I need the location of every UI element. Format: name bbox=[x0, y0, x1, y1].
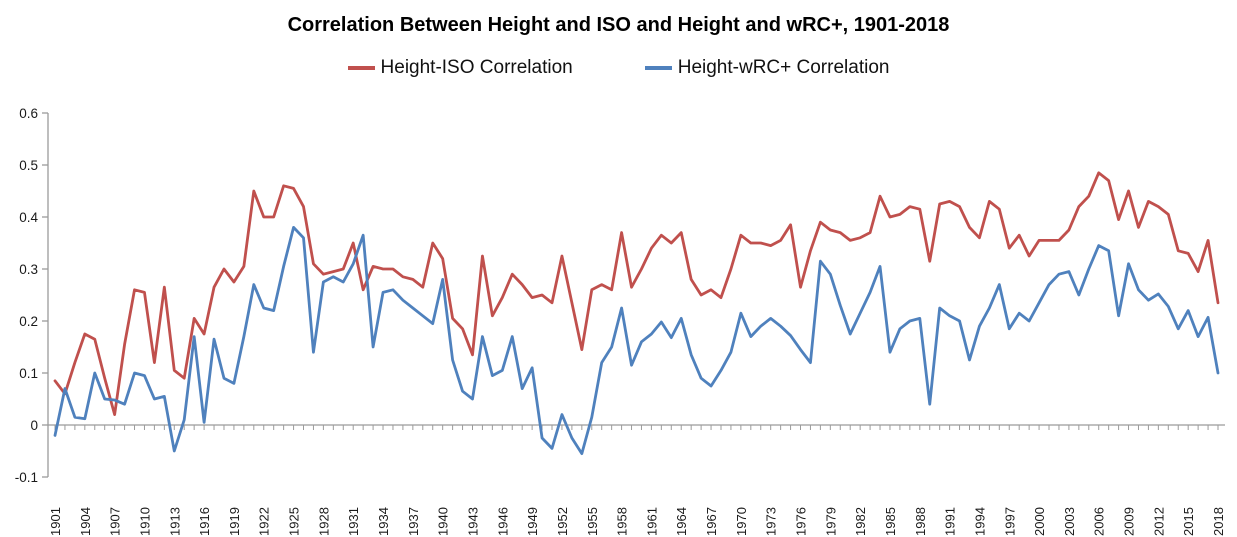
x-axis-tick-label: 1985 bbox=[883, 507, 898, 536]
y-axis-tick-label: 0.5 bbox=[19, 158, 38, 173]
x-axis-tick-label: 1937 bbox=[406, 507, 421, 536]
chart-title: Correlation Between Height and ISO and H… bbox=[287, 14, 950, 36]
x-axis-tick-label: 1910 bbox=[137, 507, 152, 536]
x-axis-tick-label: 1964 bbox=[674, 507, 689, 536]
x-axis-tick-label: 2012 bbox=[1151, 507, 1166, 536]
legend-item-height-iso: Height-ISO Correlation bbox=[347, 57, 573, 79]
y-axis-tick-label: -0.1 bbox=[15, 470, 38, 485]
x-axis-tick-label: 1907 bbox=[108, 507, 123, 536]
height-wrc-series-line bbox=[53, 225, 1220, 456]
height-wrc-line-swatch-icon bbox=[644, 66, 672, 70]
x-axis-tick-label: 1958 bbox=[615, 507, 630, 536]
height-iso-line-swatch-icon bbox=[347, 66, 375, 70]
x-axis-tick-label: 2006 bbox=[1092, 507, 1107, 536]
x-axis-tick-label: 1934 bbox=[376, 507, 391, 536]
x-axis-tick-label: 1901 bbox=[48, 507, 63, 536]
x-axis-tick-label: 1991 bbox=[943, 507, 958, 536]
y-axis-tick-label: 0.6 bbox=[19, 106, 38, 121]
x-axis-tick-label: 1949 bbox=[525, 507, 540, 536]
x-axis-tick-label: 1922 bbox=[257, 507, 272, 536]
x-axis-tick-label: 2015 bbox=[1181, 507, 1196, 536]
y-axis-tick-label: 0.2 bbox=[19, 314, 38, 329]
x-axis-tick-label: 1943 bbox=[465, 507, 480, 536]
legend-item-height-wrc: Height-wRC+ Correlation bbox=[644, 57, 890, 79]
x-axis-tick-label: 1952 bbox=[555, 507, 570, 536]
x-axis-tick-label: 1931 bbox=[346, 507, 361, 536]
x-axis-tick-label: 1982 bbox=[853, 507, 868, 536]
legend-label-height-wrc: Height-wRC+ Correlation bbox=[677, 57, 890, 78]
x-axis-tick-label: 1961 bbox=[644, 507, 659, 536]
x-axis-tick-label: 1988 bbox=[913, 507, 928, 536]
x-axis-tick-label: 2009 bbox=[1122, 507, 1137, 536]
x-axis-tick-label: 1997 bbox=[1002, 507, 1017, 536]
x-axis-tick-label: 2000 bbox=[1032, 507, 1047, 536]
x-axis-tick-label: 1916 bbox=[197, 507, 212, 536]
x-axis-tick-label: 1946 bbox=[495, 507, 510, 536]
x-axis-tick-label: 1913 bbox=[167, 507, 182, 536]
x-axis-tick-label: 2003 bbox=[1062, 507, 1077, 536]
x-axis-tick-label: 1973 bbox=[764, 507, 779, 536]
x-axis-tick-label: 1904 bbox=[78, 507, 93, 536]
x-axis-tick-label: 1970 bbox=[734, 507, 749, 536]
x-axis-tick-label: 1967 bbox=[704, 507, 719, 536]
x-axis-tick-label: 1994 bbox=[972, 507, 987, 536]
y-axis-tick-label: 0 bbox=[30, 418, 38, 433]
height-iso-series-line bbox=[53, 171, 1220, 417]
y-axis-tick-label: 0.4 bbox=[19, 210, 38, 225]
x-axis-tick-label: 1979 bbox=[823, 507, 838, 536]
x-axis-tick-label: 1976 bbox=[794, 507, 809, 536]
x-axis-tick-label: 1955 bbox=[585, 507, 600, 536]
x-axis-tick-label: 1928 bbox=[316, 507, 331, 536]
y-axis-tick-label: 0.1 bbox=[19, 366, 38, 381]
x-axis-tick-label: 1919 bbox=[227, 507, 242, 536]
y-axis-tick-label: 0.3 bbox=[19, 262, 38, 277]
x-axis-tick-label: 1940 bbox=[436, 507, 451, 536]
x-axis-tick-label: 1925 bbox=[287, 507, 302, 536]
chart-legend: Height-ISO Correlation Height-wRC+ Corre… bbox=[0, 57, 1237, 79]
legend-label-height-iso: Height-ISO Correlation bbox=[380, 57, 573, 78]
x-axis-tick-label: 2018 bbox=[1211, 507, 1226, 536]
